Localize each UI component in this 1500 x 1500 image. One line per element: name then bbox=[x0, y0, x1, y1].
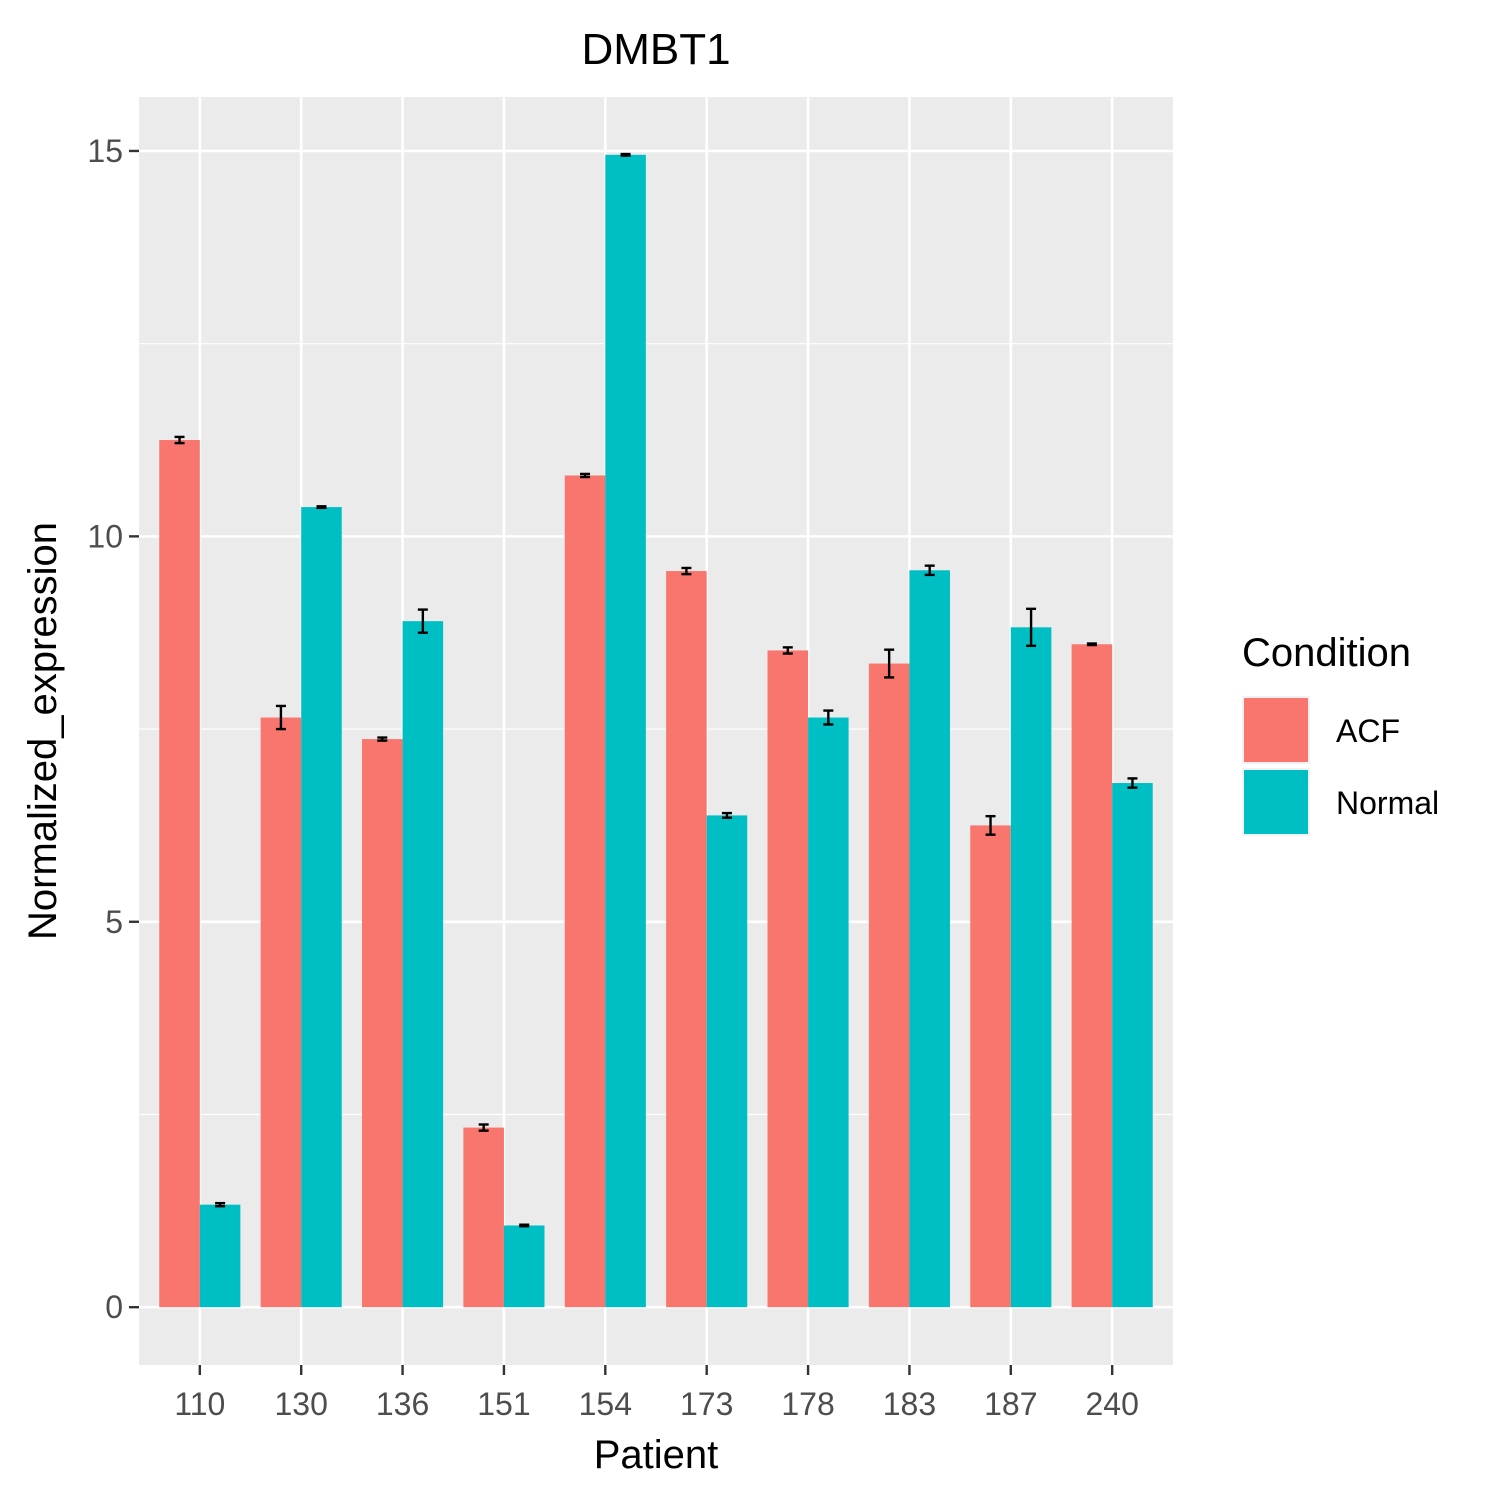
legend-item-label: ACF bbox=[1336, 713, 1400, 749]
bar-acf-136 bbox=[362, 739, 403, 1308]
x-tick-label: 178 bbox=[781, 1386, 834, 1422]
y-axis-label: Normalized_expression bbox=[21, 522, 65, 940]
y-tick-label: 5 bbox=[105, 904, 123, 940]
bar-normal-151 bbox=[503, 1225, 545, 1308]
y-tick-label: 15 bbox=[87, 133, 123, 169]
errorbar-normal-151 bbox=[519, 1223, 530, 1228]
legend-key-swatch bbox=[1244, 770, 1308, 834]
errorbar-acf-151 bbox=[478, 1123, 489, 1132]
error-bars bbox=[174, 152, 1138, 1228]
legend-key-swatch bbox=[1244, 698, 1308, 762]
x-tick-label: 183 bbox=[883, 1386, 936, 1422]
x-axis: 110 130 136 151 154 173 178 183 187 240 bbox=[174, 1365, 1139, 1422]
bar-acf-110 bbox=[159, 440, 200, 1308]
bar-acf-187 bbox=[970, 825, 1011, 1308]
legend-item-label: Normal bbox=[1336, 785, 1439, 821]
chart-title: DMBT1 bbox=[581, 25, 730, 74]
errorbar-acf-187 bbox=[985, 814, 996, 836]
y-tick-label: 10 bbox=[87, 518, 123, 554]
legend-item-acf: ACF bbox=[1242, 696, 1400, 764]
errorbar-normal-136 bbox=[417, 608, 428, 634]
bar-normal-173 bbox=[706, 815, 748, 1308]
errorbar-normal-154 bbox=[620, 152, 631, 157]
errorbar-acf-173 bbox=[681, 566, 692, 576]
bar-acf-240 bbox=[1071, 644, 1113, 1308]
bar-acf-151 bbox=[463, 1127, 504, 1308]
bar-normal-136 bbox=[402, 621, 444, 1308]
legend-title: Condition bbox=[1242, 631, 1411, 675]
errorbar-normal-173 bbox=[721, 811, 732, 819]
errorbar-acf-154 bbox=[580, 472, 591, 479]
legend: Condition ACF Normal bbox=[1242, 631, 1439, 836]
errorbar-normal-110 bbox=[215, 1201, 226, 1208]
errorbar-acf-240 bbox=[1086, 642, 1097, 647]
x-tick-label: 136 bbox=[376, 1386, 429, 1422]
bar-acf-173 bbox=[666, 571, 707, 1308]
errorbar-normal-240 bbox=[1127, 777, 1138, 789]
errorbar-normal-187 bbox=[1026, 607, 1037, 648]
bar-normal-240 bbox=[1112, 783, 1153, 1308]
x-tick-label: 187 bbox=[984, 1386, 1037, 1422]
x-tick-label: 240 bbox=[1085, 1386, 1138, 1422]
errorbar-normal-178 bbox=[823, 709, 834, 726]
bars bbox=[159, 154, 1153, 1308]
bar-acf-130 bbox=[260, 717, 302, 1308]
errorbar-normal-130 bbox=[316, 505, 327, 510]
errorbar-acf-178 bbox=[782, 646, 793, 655]
bar-acf-178 bbox=[767, 650, 809, 1308]
errorbar-acf-136 bbox=[377, 736, 388, 742]
y-axis: 0 5 10 15 bbox=[87, 133, 139, 1325]
bar-normal-130 bbox=[301, 507, 342, 1308]
bar-normal-154 bbox=[605, 154, 646, 1308]
x-tick-label: 154 bbox=[579, 1386, 632, 1422]
bar-acf-183 bbox=[868, 663, 910, 1308]
errorbar-normal-183 bbox=[924, 564, 935, 577]
x-tick-label: 110 bbox=[174, 1386, 225, 1422]
x-tick-label: 173 bbox=[680, 1386, 733, 1422]
bar-normal-187 bbox=[1010, 627, 1052, 1308]
errorbar-acf-183 bbox=[884, 648, 895, 679]
bar-acf-154 bbox=[564, 475, 606, 1308]
y-tick-label: 0 bbox=[105, 1289, 123, 1325]
errorbar-acf-110 bbox=[174, 435, 185, 445]
bar-normal-110 bbox=[199, 1204, 241, 1308]
x-tick-label: 151 bbox=[477, 1386, 530, 1422]
legend-item-normal: Normal bbox=[1242, 768, 1439, 836]
bar-normal-178 bbox=[808, 717, 849, 1308]
errorbar-acf-130 bbox=[275, 704, 286, 731]
bar-normal-183 bbox=[909, 570, 950, 1308]
x-axis-label: Patient bbox=[594, 1433, 719, 1477]
x-tick-label: 130 bbox=[275, 1386, 328, 1422]
